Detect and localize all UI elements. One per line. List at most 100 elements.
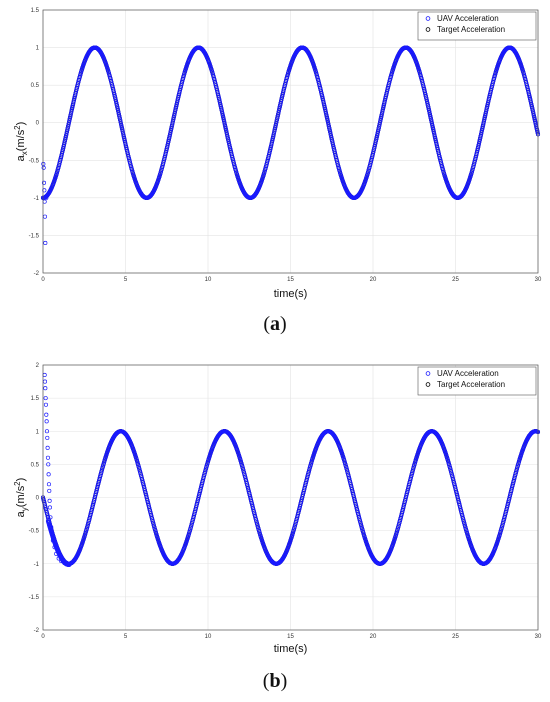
data-point <box>427 110 432 115</box>
data-point <box>168 130 173 135</box>
data-point <box>381 105 386 110</box>
y-tick-label: 2 <box>36 363 40 369</box>
data-point <box>174 102 179 107</box>
data-point <box>320 96 325 101</box>
data-point <box>43 402 49 407</box>
data-point <box>382 101 387 106</box>
data-point <box>479 130 484 135</box>
data-point <box>168 128 173 133</box>
data-point <box>275 114 280 119</box>
data-point <box>120 129 125 134</box>
data-point <box>116 108 121 113</box>
data-point <box>170 119 175 124</box>
data-point <box>486 100 491 105</box>
data-point <box>427 108 432 113</box>
data-point <box>484 107 489 112</box>
data-point <box>477 137 482 142</box>
data-point <box>531 113 536 118</box>
data-point <box>115 104 120 109</box>
data-point <box>528 100 534 105</box>
data-point <box>476 144 481 150</box>
data-point <box>483 109 489 114</box>
y-tick-label: -2 <box>34 628 40 634</box>
data-point <box>532 117 537 122</box>
data-point <box>69 107 74 112</box>
data-point <box>172 113 177 118</box>
data-point <box>223 124 228 129</box>
data-point <box>429 117 434 122</box>
data-point <box>379 114 384 119</box>
data-point <box>269 143 274 148</box>
data-point <box>43 240 48 245</box>
series-uav-transient <box>42 372 72 567</box>
data-point <box>270 136 275 141</box>
data-point <box>224 128 229 133</box>
data-point <box>276 110 281 115</box>
data-point <box>273 123 278 128</box>
data-point <box>374 135 379 140</box>
data-point <box>380 107 385 112</box>
data-point <box>478 134 483 139</box>
data-point <box>529 104 534 109</box>
data-point <box>173 107 178 112</box>
data-point <box>221 117 226 122</box>
data-point <box>528 98 533 103</box>
data-point <box>63 137 68 142</box>
data-point <box>274 117 279 122</box>
data-point <box>433 138 438 143</box>
y-tick-label: -1 <box>34 196 40 202</box>
x-tick-label: 5 <box>124 634 128 640</box>
data-point <box>432 132 437 137</box>
data-point <box>224 130 229 135</box>
data-point <box>269 140 274 145</box>
y-tick-label: 0.5 <box>31 83 40 89</box>
data-point <box>329 137 334 142</box>
data-point <box>271 132 276 137</box>
data-point <box>376 125 381 131</box>
y-tick-label: -2 <box>34 271 40 277</box>
data-point <box>43 386 48 391</box>
chart-panel-a: 0 5 10 15 20 25 30-2-1.5-1-0.500.511.5time(s)a… <box>13 8 542 300</box>
legend-label: Target Acceleration <box>437 25 505 34</box>
data-point <box>378 118 383 123</box>
data-point <box>330 138 335 144</box>
data-point <box>222 120 227 126</box>
data-point <box>169 124 174 129</box>
data-point <box>528 97 533 102</box>
data-point <box>375 129 381 134</box>
data-point <box>122 138 127 143</box>
data-point <box>529 102 534 107</box>
chart-panel-b: 0 5 10 15 20 25 30-2-1.5-1-0.500.511.52time(s)… <box>13 363 542 655</box>
data-point <box>41 180 47 185</box>
y-axis-label-part: x <box>20 151 29 155</box>
y-axis-label-part: y <box>20 507 29 511</box>
data-point <box>118 121 124 126</box>
legend-marker <box>425 382 431 387</box>
data-point <box>172 109 178 114</box>
data-point <box>171 115 176 120</box>
data-point <box>62 138 67 144</box>
x-axis-label: time(s) <box>274 643 308 655</box>
data-point <box>429 121 435 126</box>
data-point <box>427 112 432 117</box>
data-point <box>479 132 484 137</box>
data-point <box>430 123 435 128</box>
legend-box <box>417 366 537 396</box>
data-point <box>45 445 50 450</box>
data-point <box>222 119 227 124</box>
data-point <box>226 141 232 146</box>
data-point <box>327 127 332 132</box>
data-point <box>68 114 73 119</box>
legend-marker <box>425 371 431 376</box>
data-point <box>326 122 331 127</box>
data-point <box>47 498 52 503</box>
data-point <box>174 104 179 109</box>
data-point <box>323 109 328 114</box>
data-point <box>175 100 180 105</box>
data-point <box>66 122 71 127</box>
data-point <box>434 140 439 145</box>
data-point <box>224 132 230 137</box>
data-point <box>220 111 225 116</box>
data-point <box>325 120 331 125</box>
